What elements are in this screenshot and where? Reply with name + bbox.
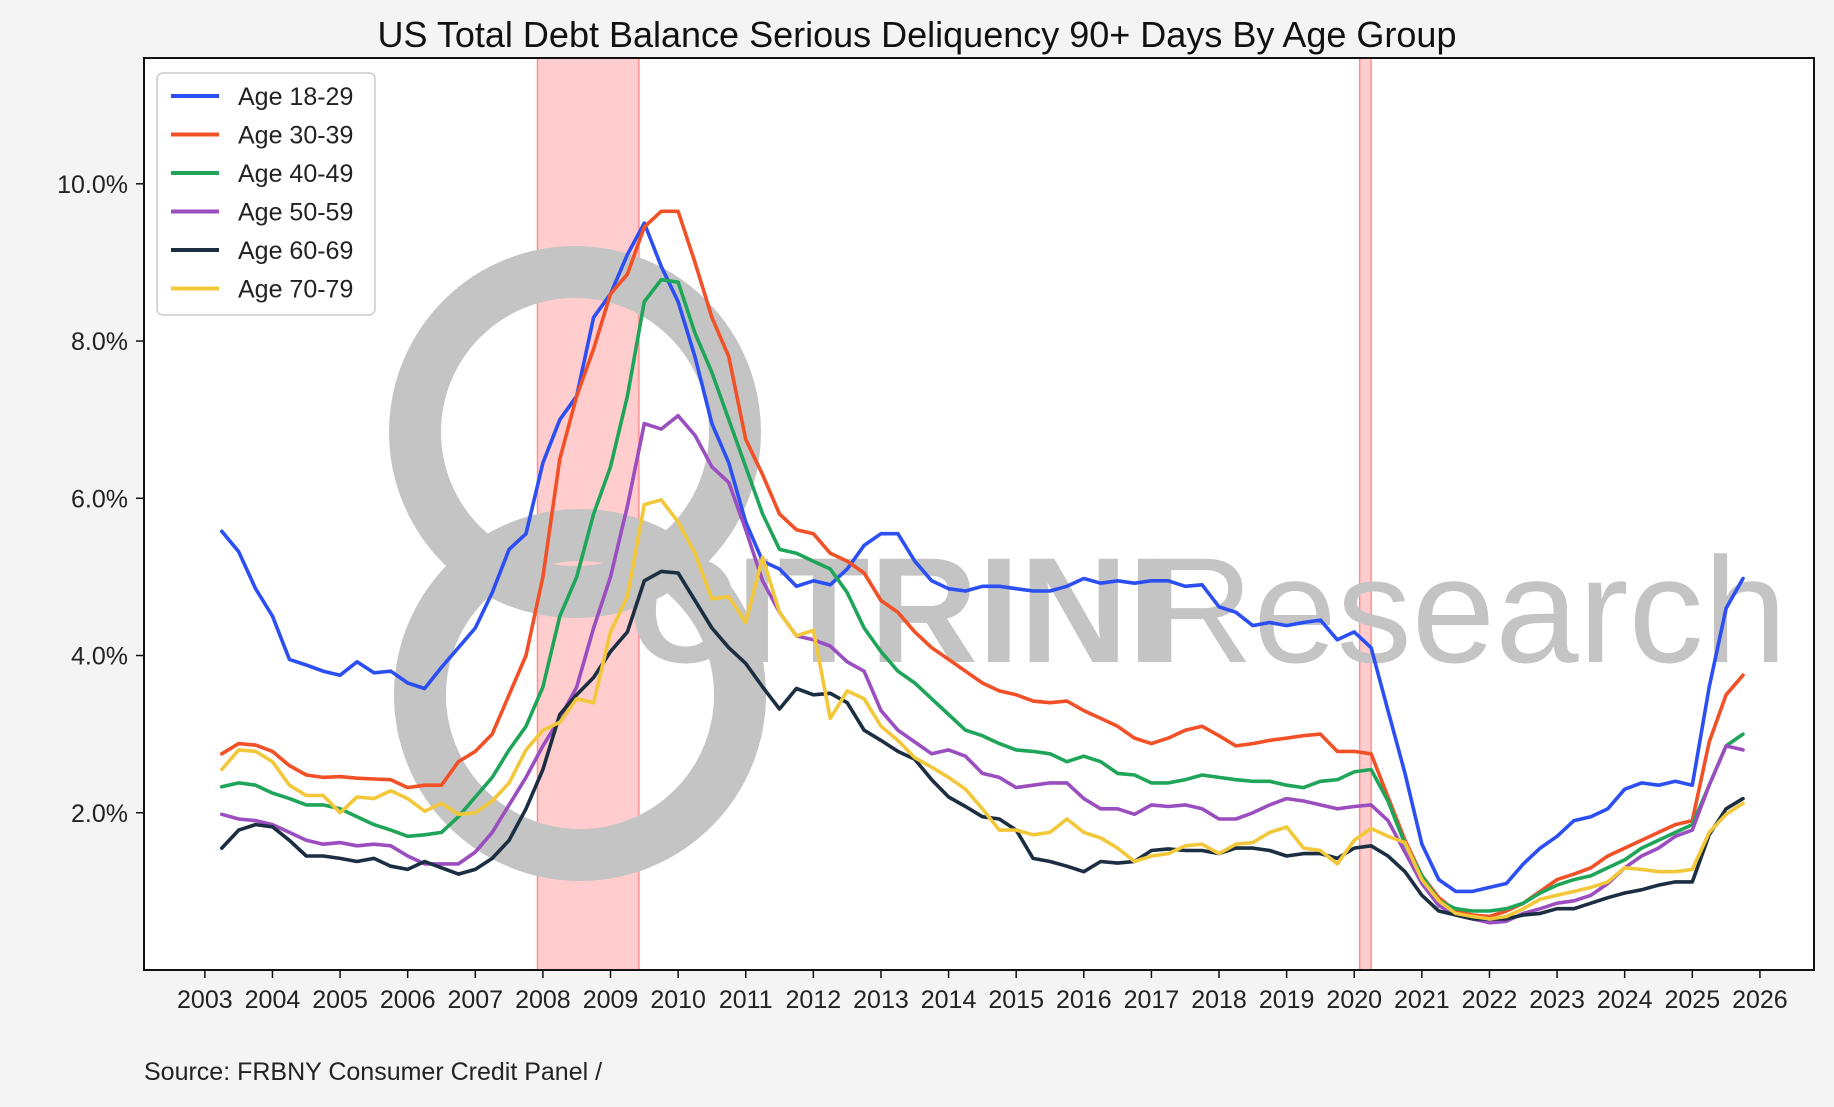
x-tick-label: 2012 [786, 986, 842, 1014]
x-tick-label: 2004 [245, 986, 301, 1014]
x-tick-label: 2017 [1124, 986, 1180, 1014]
series-line-age-30-39 [220, 209, 1745, 919]
x-tick-label: 2006 [380, 986, 436, 1014]
watermark-logo: CITRINI Research [389, 246, 1787, 881]
x-tick-label: 2016 [1056, 986, 1112, 1014]
chart-title: US Total Debt Balance Serious Deliquency… [378, 14, 1457, 55]
x-tick-label: 2018 [1191, 986, 1247, 1014]
x-tick-label: 2025 [1664, 986, 1720, 1014]
x-tick-label: 2024 [1597, 986, 1653, 1014]
source-note: Source: FRBNY Consumer Credit Panel / [144, 1058, 603, 1086]
watermark-brand: CITRINI [628, 526, 1170, 694]
x-tick-label: 2022 [1462, 986, 1518, 1014]
x-tick-label: 2003 [177, 986, 233, 1014]
x-tick-label: 2021 [1394, 986, 1450, 1014]
legend-label: Age 40-49 [238, 160, 353, 188]
series-line-age-18-29 [220, 221, 1745, 894]
x-tick-label: 2005 [312, 986, 368, 1014]
legend-label: Age 50-59 [238, 199, 353, 227]
y-tick-label: 4.0% [71, 643, 128, 671]
series-line-age-40-49 [220, 277, 1745, 913]
plot-frame [143, 57, 1815, 971]
x-tick-label: 2008 [515, 986, 571, 1014]
legend-label: Age 30-39 [238, 122, 353, 150]
legend: Age 18-29 Age 30-39 Age 40-49 Age 50-59 Age … [156, 72, 376, 316]
x-tick-label: 2009 [583, 986, 639, 1014]
x-tick-label: 2007 [447, 986, 503, 1014]
legend-label: Age 18-29 [238, 83, 353, 111]
x-tick-label: 2020 [1326, 986, 1382, 1014]
x-tick-label: 2013 [853, 986, 909, 1014]
watermark-research: Research [1145, 526, 1787, 694]
y-tick-label: 6.0% [71, 485, 128, 513]
series-lines [220, 209, 1745, 925]
x-tick-label: 2026 [1732, 986, 1788, 1014]
y-tick-label: 8.0% [71, 328, 128, 356]
y-axis: 2.0% 4.0% 6.0% 8.0% 10.0% [57, 171, 144, 828]
y-tick-label: 2.0% [71, 800, 128, 828]
legend-label: Age 60-69 [238, 237, 353, 265]
legend-label: Age 70-79 [238, 276, 353, 304]
y-tick-label: 10.0% [57, 171, 128, 199]
x-axis: 2003 2004 2005 2006 2007 2008 2009 2010 2011 2012… [177, 970, 1788, 1014]
x-tick-label: 2023 [1529, 986, 1585, 1014]
x-tick-label: 2015 [988, 986, 1044, 1014]
x-tick-label: 2014 [921, 986, 977, 1014]
x-tick-label: 2011 [719, 986, 773, 1014]
series-line-age-50-59 [220, 413, 1745, 925]
x-tick-label: 2010 [650, 986, 706, 1014]
x-tick-label: 2019 [1259, 986, 1315, 1014]
series-line-age-70-79 [220, 498, 1745, 921]
